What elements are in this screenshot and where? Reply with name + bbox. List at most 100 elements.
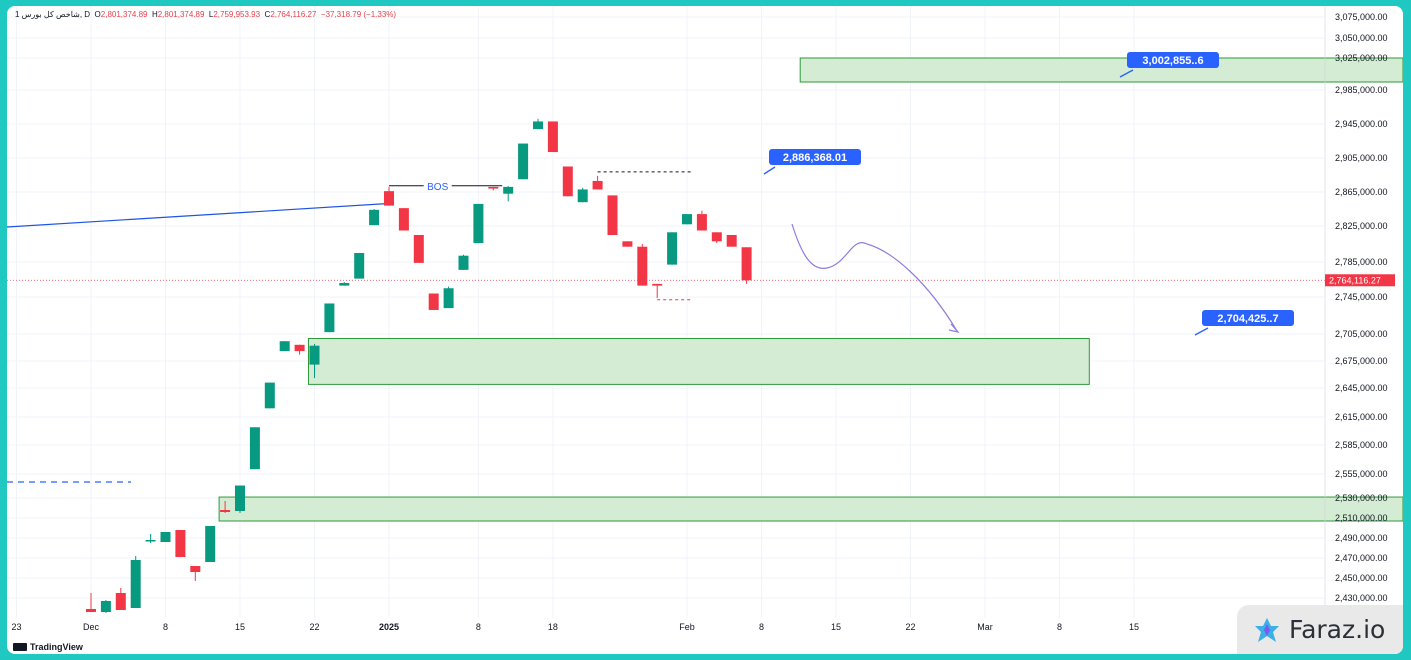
candle-body xyxy=(667,232,678,265)
symbol-label: 1 شاخص کل بورس, D xyxy=(15,10,91,19)
candle-body xyxy=(652,283,663,286)
callout-text: 2,704,425..7 xyxy=(1217,313,1278,325)
candle xyxy=(115,588,126,610)
candle xyxy=(592,175,603,190)
callout-box xyxy=(1202,310,1294,326)
low-label: L xyxy=(208,10,214,19)
candles xyxy=(86,118,752,613)
candle-body xyxy=(503,186,514,194)
candle-body xyxy=(547,121,558,153)
price-tick-label: 2,985,000.00 xyxy=(1335,85,1388,95)
candle xyxy=(667,232,678,265)
candle-body xyxy=(190,566,201,572)
chart-frame: BOS 3,002,855..6 2,886,368.01 2,704,425..7 3… xyxy=(7,6,1403,654)
candle-body xyxy=(324,303,335,333)
price-callout-0: 3,002,855..6 xyxy=(1119,52,1219,78)
tradingview-icon xyxy=(13,643,27,651)
low-value: 2,759,953.93 xyxy=(213,10,261,19)
faraz-label: Faraz.io xyxy=(1289,615,1386,644)
price-tick-label: 2,615,000.00 xyxy=(1335,412,1388,422)
candle-body xyxy=(428,293,439,310)
price-tick-label: 2,490,000.00 xyxy=(1335,533,1388,543)
callout-pointer xyxy=(1194,327,1209,336)
candlestick-chart[interactable]: BOS 3,002,855..6 2,886,368.01 2,704,425..7 3… xyxy=(7,6,1403,654)
candle-body xyxy=(145,540,156,542)
candle xyxy=(398,208,409,231)
price-tick-label: 2,825,000.00 xyxy=(1335,221,1388,231)
candle xyxy=(294,344,305,355)
candle xyxy=(220,501,231,513)
demand-zone-0 xyxy=(799,57,1403,83)
candle xyxy=(100,600,111,613)
demand-zone-1 xyxy=(308,338,1090,385)
tradingview-logo[interactable]: TradingView xyxy=(13,642,83,652)
price-axis: 3,075,000.00 3,050,000.00 3,025,000.00 2,98… xyxy=(1324,6,1395,618)
candle xyxy=(86,593,96,612)
candle-body xyxy=(309,345,320,365)
time-tick-label: 23 xyxy=(11,622,21,632)
callout-pointer xyxy=(1119,69,1134,78)
price-tick-label: 2,905,000.00 xyxy=(1335,153,1388,163)
price-callout-2: 2,704,425..7 xyxy=(1194,310,1294,336)
candle-body xyxy=(115,593,126,610)
price-tick-label: 2,585,000.00 xyxy=(1335,440,1388,450)
time-tick-label: Mar xyxy=(977,622,993,632)
grid-lines xyxy=(7,6,1325,618)
candle-body xyxy=(533,121,543,130)
candle-body xyxy=(473,203,484,244)
callout-pointer xyxy=(763,166,776,175)
faraz-watermark: Faraz.io xyxy=(1237,605,1403,654)
candle-body xyxy=(726,235,737,247)
callout-box xyxy=(1127,52,1219,68)
candle xyxy=(264,382,275,409)
price-tick-label: 2,430,000.00 xyxy=(1335,593,1388,603)
candle-body xyxy=(354,253,365,279)
time-tick-label: 22 xyxy=(905,622,915,632)
time-tick-label: 8 xyxy=(163,622,168,632)
candle xyxy=(458,254,469,270)
candle-body xyxy=(369,209,380,226)
candle xyxy=(637,244,648,286)
price-tick-label: 2,785,000.00 xyxy=(1335,257,1388,267)
candle xyxy=(160,532,171,542)
high-value: 2,801,374.89 xyxy=(157,10,205,19)
candle-body xyxy=(384,191,394,206)
time-tick-label: 8 xyxy=(1057,622,1062,632)
close-label: C xyxy=(264,10,271,19)
candle-body xyxy=(592,180,603,190)
candle xyxy=(130,556,141,608)
candle-body xyxy=(205,526,216,562)
tradingview-label: TradingView xyxy=(30,642,83,652)
candle xyxy=(249,427,260,470)
candle xyxy=(682,214,692,225)
faraz-logo-icon xyxy=(1255,617,1279,642)
price-tick-label: 3,075,000.00 xyxy=(1335,12,1388,22)
time-tick-label: Dec xyxy=(83,622,100,632)
candle xyxy=(354,253,365,279)
candle-body xyxy=(249,427,260,470)
current-price-label: 2,764,116.27 xyxy=(1329,275,1381,285)
price-tick-label: 2,470,000.00 xyxy=(1335,553,1388,563)
candle xyxy=(413,235,424,263)
time-tick-label: 18 xyxy=(548,622,558,632)
callout-box xyxy=(769,149,861,165)
current-price-tag xyxy=(1325,274,1395,287)
bos-label-bg xyxy=(423,179,452,192)
price-tick-label: 2,745,000.00 xyxy=(1335,292,1388,302)
candle-body xyxy=(160,532,171,542)
candle-body xyxy=(86,609,96,612)
price-tick-label: 3,025,000.00 xyxy=(1335,53,1388,63)
candle-body xyxy=(264,382,275,409)
candle xyxy=(652,283,663,298)
candle-body xyxy=(711,232,722,242)
candle xyxy=(726,235,737,247)
candle xyxy=(428,293,439,310)
candle xyxy=(235,485,245,513)
close-value: 2,764,116.27 xyxy=(270,10,317,19)
candle-body xyxy=(339,283,350,286)
candle xyxy=(175,530,186,557)
bos-label: BOS xyxy=(427,182,448,193)
candle-body xyxy=(607,195,618,235)
candle-body xyxy=(577,189,588,203)
projection-path xyxy=(791,223,958,332)
